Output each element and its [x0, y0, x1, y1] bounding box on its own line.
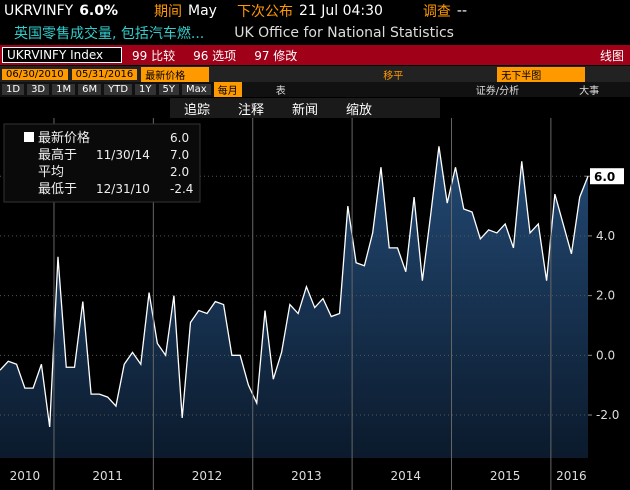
- range-button[interactable]: 6M: [78, 84, 102, 95]
- date-bar: 06/30/2010 05/31/2016 最新价格 移平 无下半图: [0, 66, 630, 82]
- last: 6.0%: [79, 3, 119, 19]
- tool-button[interactable]: 注释: [238, 102, 265, 118]
- legend-box: [3, 123, 201, 203]
- field[interactable]: 最新价格: [141, 66, 210, 82]
- legend-swatch: [24, 132, 34, 142]
- legend-name: 最低于: [38, 182, 77, 197]
- legend-name: 平均: [38, 165, 64, 180]
- range-button[interactable]: 5Y: [158, 84, 180, 95]
- description: 英国零售成交量, 包括汽车燃...: [14, 26, 205, 42]
- x-tick-label: 2012: [192, 469, 223, 483]
- toolbar: UKRVINFY Index 99 比较 96 选项 97 修改 线图: [0, 45, 630, 65]
- smooth: 移平: [383, 70, 404, 82]
- y-tick-label: 4.0: [596, 229, 615, 243]
- period: May: [188, 3, 217, 19]
- tool-button[interactable]: 新闻: [292, 102, 319, 118]
- line: [0, 146, 589, 428]
- tools: 追踪 注释 新闻 缩放: [170, 98, 440, 118]
- lower[interactable]: 无下半图: [497, 66, 586, 82]
- period-label: 期间: [154, 4, 183, 20]
- x-tick-label: 2011: [92, 469, 123, 483]
- source: UK Office for National Statistics: [234, 25, 454, 41]
- ticker: UKRVINFY: [4, 3, 74, 19]
- legend-name: 最新价格: [38, 130, 90, 146]
- end-date[interactable]: 05/31/2016: [71, 68, 138, 80]
- range-button[interactable]: Max: [182, 84, 211, 95]
- toolbar-button[interactable]: 99 比较: [132, 48, 176, 63]
- header: UKRVINFY 6.0% 期间 May 下次公布 21 Jul 04:30 调…: [0, 0, 630, 22]
- legend-value: 2.0: [170, 165, 189, 179]
- range-button[interactable]: 1D: [2, 84, 25, 95]
- chart: -2.0 0.0 2.0 4.0 6.0 2010 2011 2012 2013 2014 2015…: [0, 118, 630, 490]
- survey: --: [456, 3, 468, 19]
- legend-value: -2.4: [170, 182, 193, 196]
- axis-strip: [0, 458, 630, 490]
- start-date[interactable]: 06/30/2010: [2, 68, 68, 80]
- frequency[interactable]: 每月: [213, 82, 242, 97]
- analysis[interactable]: 证券/分析: [475, 86, 520, 97]
- next: 21 Jul 04:30: [298, 3, 383, 19]
- x-tick-label: 2013: [291, 469, 322, 483]
- y-tick-label: 2.0: [596, 289, 615, 303]
- legend-value: 7.0: [170, 148, 189, 162]
- survey-label: 调查: [422, 4, 451, 20]
- y-tick-label: -2.0: [596, 408, 619, 422]
- table[interactable]: 表: [275, 86, 286, 97]
- area: [0, 146, 588, 458]
- x-tick-label: 2014: [391, 469, 422, 483]
- tool-button[interactable]: 追踪: [184, 102, 211, 118]
- range-button[interactable]: 1Y: [135, 84, 156, 95]
- legend-date: 12/31/10: [96, 182, 150, 196]
- toolbar-button[interactable]: 96 选项: [193, 48, 237, 63]
- range-button[interactable]: 1M: [52, 84, 76, 95]
- chart-kind[interactable]: 线图: [599, 48, 624, 63]
- x-tick-label: 2010: [10, 469, 41, 483]
- next-label: 下次公布: [236, 4, 293, 20]
- legend-name: 最高于: [38, 147, 77, 163]
- x-tick-label: 2016: [556, 469, 587, 483]
- last-tag-label: 6.0: [594, 170, 615, 184]
- x-tick-label: 2015: [490, 469, 521, 483]
- range-bar: 1D 3D 1M 6M YTD 1Y 5Y Max 每月 表 证券/分析 大事: [0, 82, 630, 97]
- toolbar-button[interactable]: 97 修改: [254, 48, 298, 63]
- legend-value: 6.0: [170, 131, 189, 145]
- security[interactable]: UKRVINFY Index: [2, 47, 122, 63]
- subheader: 英国零售成交量, 包括汽车燃... UK Office for National…: [0, 22, 630, 44]
- range-button[interactable]: 3D: [27, 84, 50, 95]
- y-tick-label: 0.0: [596, 348, 615, 362]
- last-tag: [590, 168, 624, 185]
- legend-date: 11/30/14: [96, 148, 150, 162]
- range-button[interactable]: YTD: [104, 84, 133, 95]
- tool-button[interactable]: 缩放: [346, 102, 373, 118]
- events[interactable]: 大事: [579, 86, 600, 97]
